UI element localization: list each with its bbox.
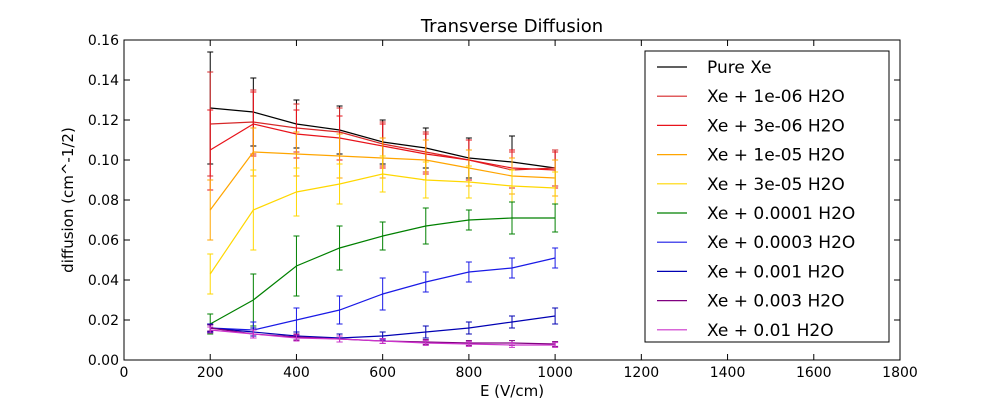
legend-label: Xe + 1e-05 H2O bbox=[707, 146, 845, 166]
legend: Pure Xe Xe + 1e-06 H2O Xe + 3e-06 H2O Xe + … bbox=[644, 50, 890, 343]
y-tick-label: 0.02 bbox=[88, 313, 119, 329]
legend-label: Xe + 1e-06 H2O bbox=[707, 87, 845, 107]
y-tick-label: 0.04 bbox=[88, 273, 119, 289]
axis-ticks: 0 200 400 600 800 1000 1200 1400 1600 1800 0.00 0.0… bbox=[88, 33, 918, 381]
x-tick-label: 1600 bbox=[796, 365, 832, 381]
x-tick-label: 400 bbox=[283, 365, 310, 381]
chart-title: Transverse Diffusion bbox=[420, 16, 603, 37]
y-tick-label: 0.12 bbox=[88, 113, 119, 129]
x-tick-label: 1800 bbox=[882, 365, 918, 381]
x-tick-label: 600 bbox=[369, 365, 396, 381]
y-tick-label: 0.00 bbox=[88, 353, 119, 369]
series-9 bbox=[207, 326, 559, 348]
legend-label: Xe + 0.001 H2O bbox=[707, 262, 844, 282]
legend-label: Xe + 0.0003 H2O bbox=[707, 233, 855, 253]
legend-label: Xe + 3e-05 H2O bbox=[707, 175, 845, 195]
x-tick-label: 1200 bbox=[624, 365, 660, 381]
x-tick-label: 1400 bbox=[710, 365, 746, 381]
legend-label: Xe + 0.0001 H2O bbox=[707, 204, 855, 224]
series-4 bbox=[207, 155, 559, 295]
y-tick-label: 0.14 bbox=[88, 73, 119, 89]
y-tick-label: 0.16 bbox=[88, 33, 119, 49]
series-group bbox=[207, 51, 559, 348]
y-tick-label: 0.08 bbox=[88, 193, 119, 209]
series-5 bbox=[207, 201, 559, 335]
x-tick-label: 200 bbox=[197, 365, 224, 381]
x-axis-label: E (V/cm) bbox=[480, 382, 544, 400]
legend-box bbox=[644, 50, 890, 343]
x-tick-label: 0 bbox=[120, 365, 129, 381]
legend-label: Xe + 0.01 H2O bbox=[707, 321, 834, 341]
series-6 bbox=[207, 247, 559, 339]
x-tick-label: 800 bbox=[456, 365, 483, 381]
legend-label: Xe + 3e-06 H2O bbox=[707, 116, 845, 136]
y-axis-label: diffusion (cm^-1/2) bbox=[59, 127, 77, 273]
legend-label: Pure Xe bbox=[707, 58, 772, 78]
y-tick-label: 0.10 bbox=[88, 153, 119, 169]
x-tick-label: 1000 bbox=[537, 365, 573, 381]
y-tick-label: 0.06 bbox=[88, 233, 119, 249]
legend-label: Xe + 0.003 H2O bbox=[707, 292, 844, 312]
